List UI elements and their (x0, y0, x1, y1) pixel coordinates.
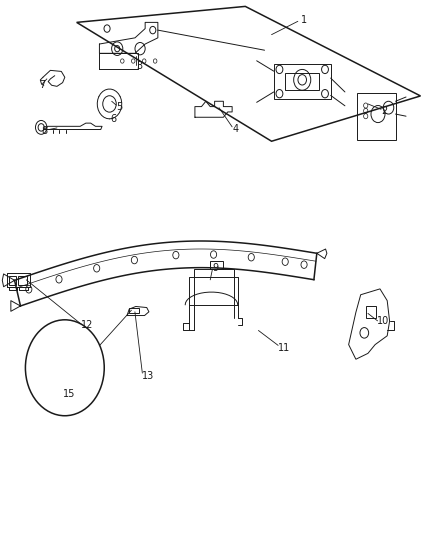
Text: 1: 1 (301, 15, 307, 25)
Text: 13: 13 (142, 371, 154, 381)
Text: 9: 9 (212, 263, 219, 272)
Text: 15: 15 (63, 390, 75, 399)
Text: 6: 6 (110, 115, 116, 124)
Text: 10: 10 (377, 316, 389, 326)
Text: 3: 3 (136, 61, 142, 71)
Text: 2: 2 (381, 106, 388, 116)
Text: 5: 5 (116, 102, 122, 111)
Text: 4: 4 (233, 124, 239, 134)
Circle shape (25, 320, 104, 416)
Text: 7: 7 (39, 80, 46, 90)
Text: 8: 8 (42, 126, 48, 135)
Text: 12: 12 (81, 320, 93, 330)
Text: 11: 11 (278, 343, 290, 352)
